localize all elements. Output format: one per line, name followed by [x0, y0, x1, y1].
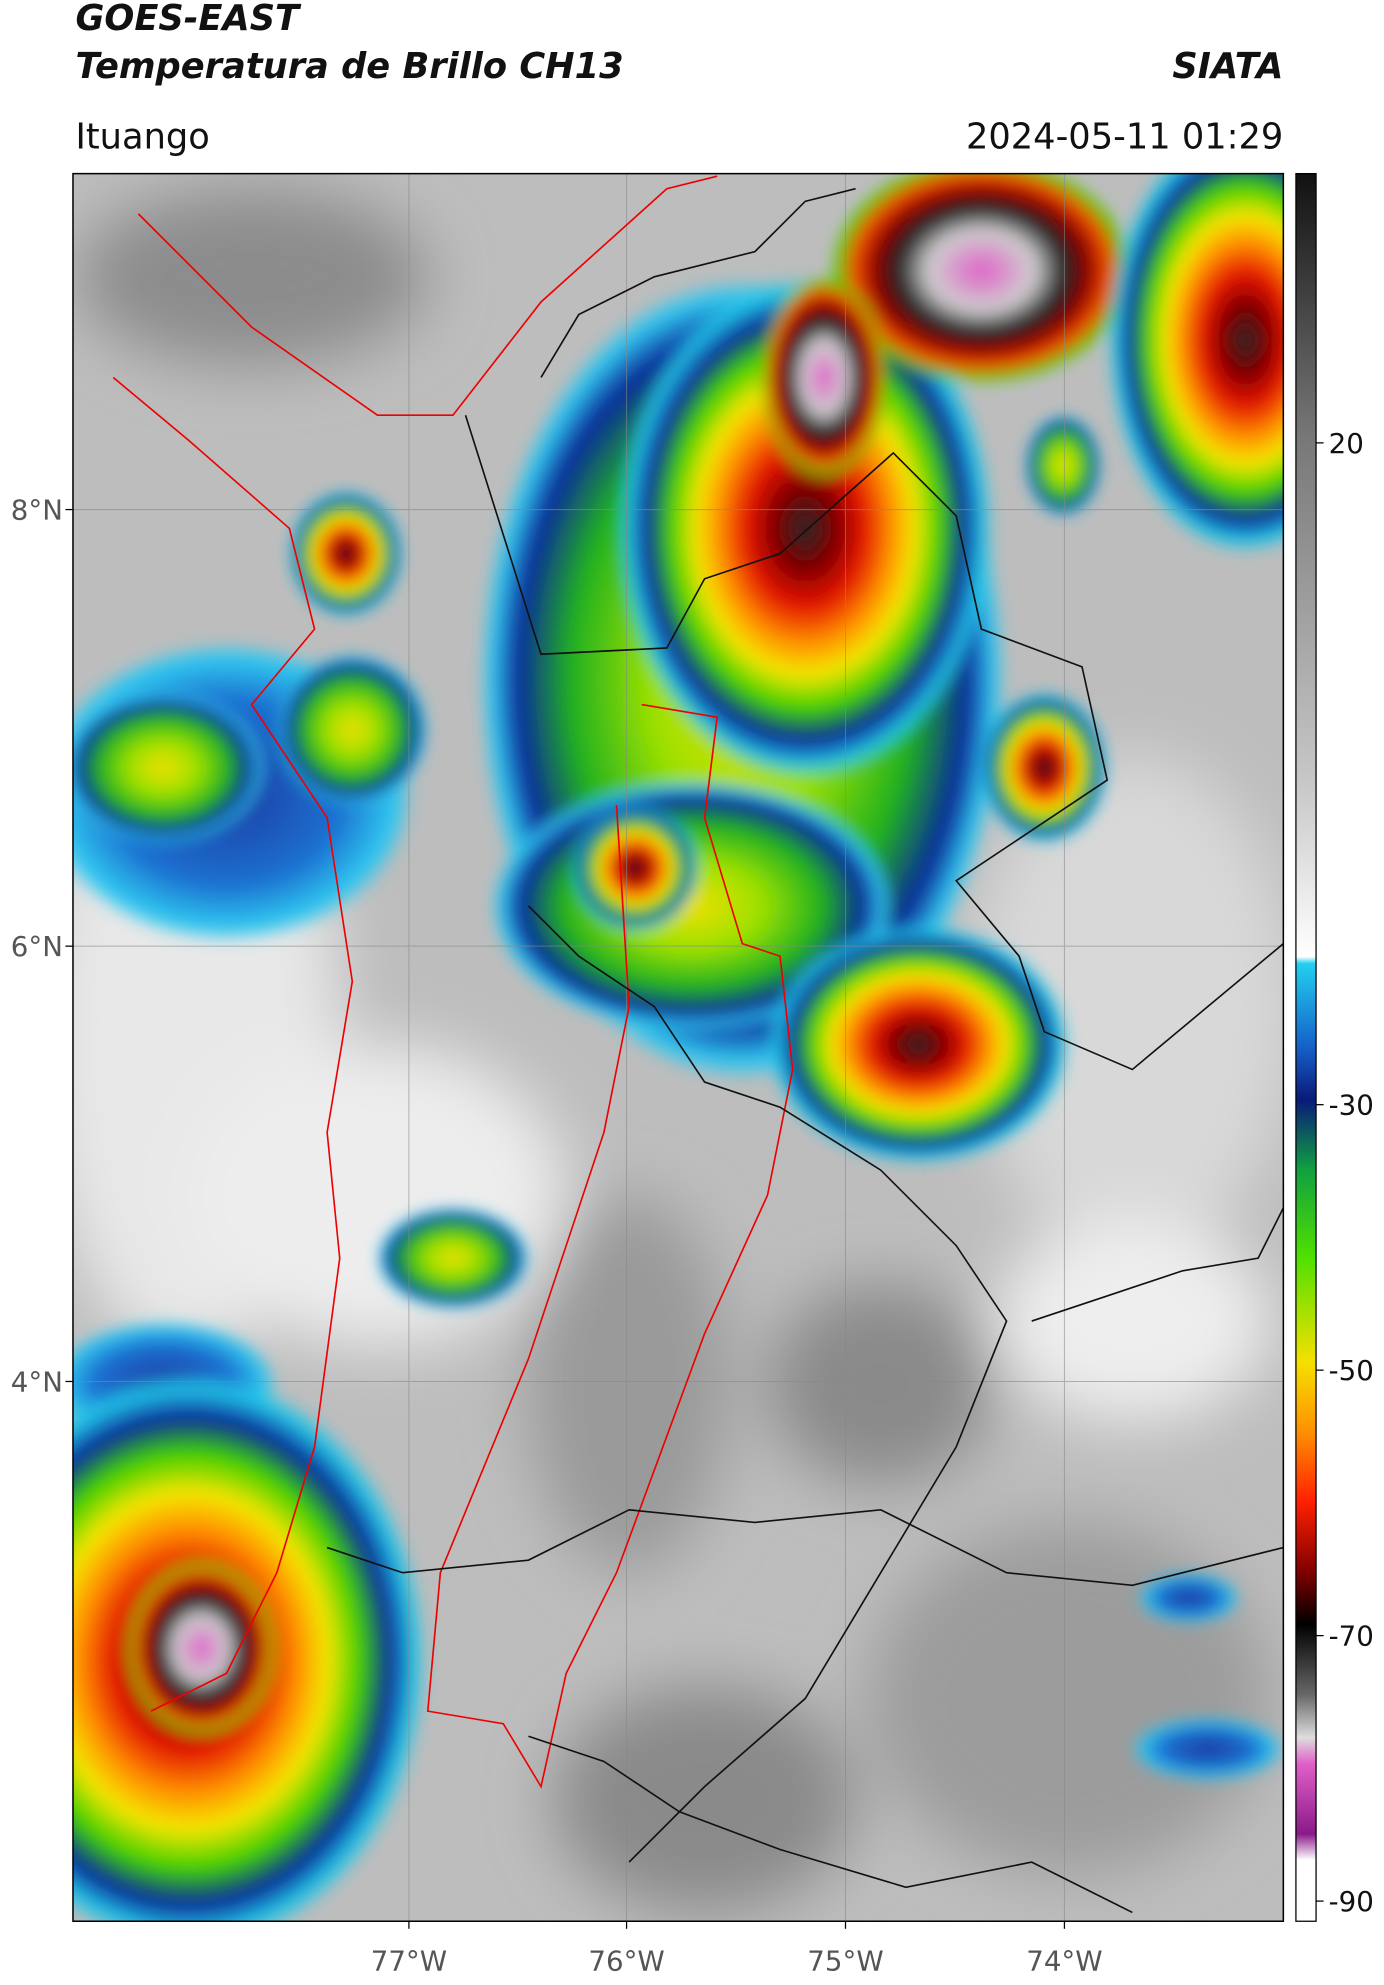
- lat-label: 6°N: [11, 930, 63, 963]
- colorbar-tick-label: -50: [1329, 1354, 1374, 1387]
- colorbar-tick-label: -90: [1329, 1885, 1374, 1918]
- lon-label: 75°W: [807, 1944, 883, 1977]
- source: SIATA: [1172, 46, 1283, 87]
- satellite-image: [72, 173, 1284, 1922]
- location: Ituango: [75, 116, 209, 157]
- lon-label: 74°W: [1026, 1944, 1102, 1977]
- lon-label: 76°W: [588, 1944, 664, 1977]
- colorbar: [1295, 172, 1317, 1922]
- title: GOES-EAST: [75, 0, 302, 39]
- tick-layer: 8°N 6°N 4°N 77°W 76°W 75°W 74°W 20 -30 -50 -70 -90: [11, 427, 1374, 1977]
- colorbar-tick-label: 20: [1329, 427, 1364, 460]
- lon-label: 77°W: [371, 1944, 447, 1977]
- lat-label: 8°N: [11, 494, 63, 527]
- subtitle: Temperatura de Brillo CH13: [75, 46, 623, 87]
- colorbar-tick-label: -30: [1329, 1089, 1374, 1122]
- colorbar-tick-label: -70: [1329, 1620, 1374, 1653]
- timestamp: 2024-05-11 01:29: [966, 116, 1283, 157]
- map-frame: [72, 172, 1285, 1922]
- lat-label: 4°N: [11, 1366, 63, 1399]
